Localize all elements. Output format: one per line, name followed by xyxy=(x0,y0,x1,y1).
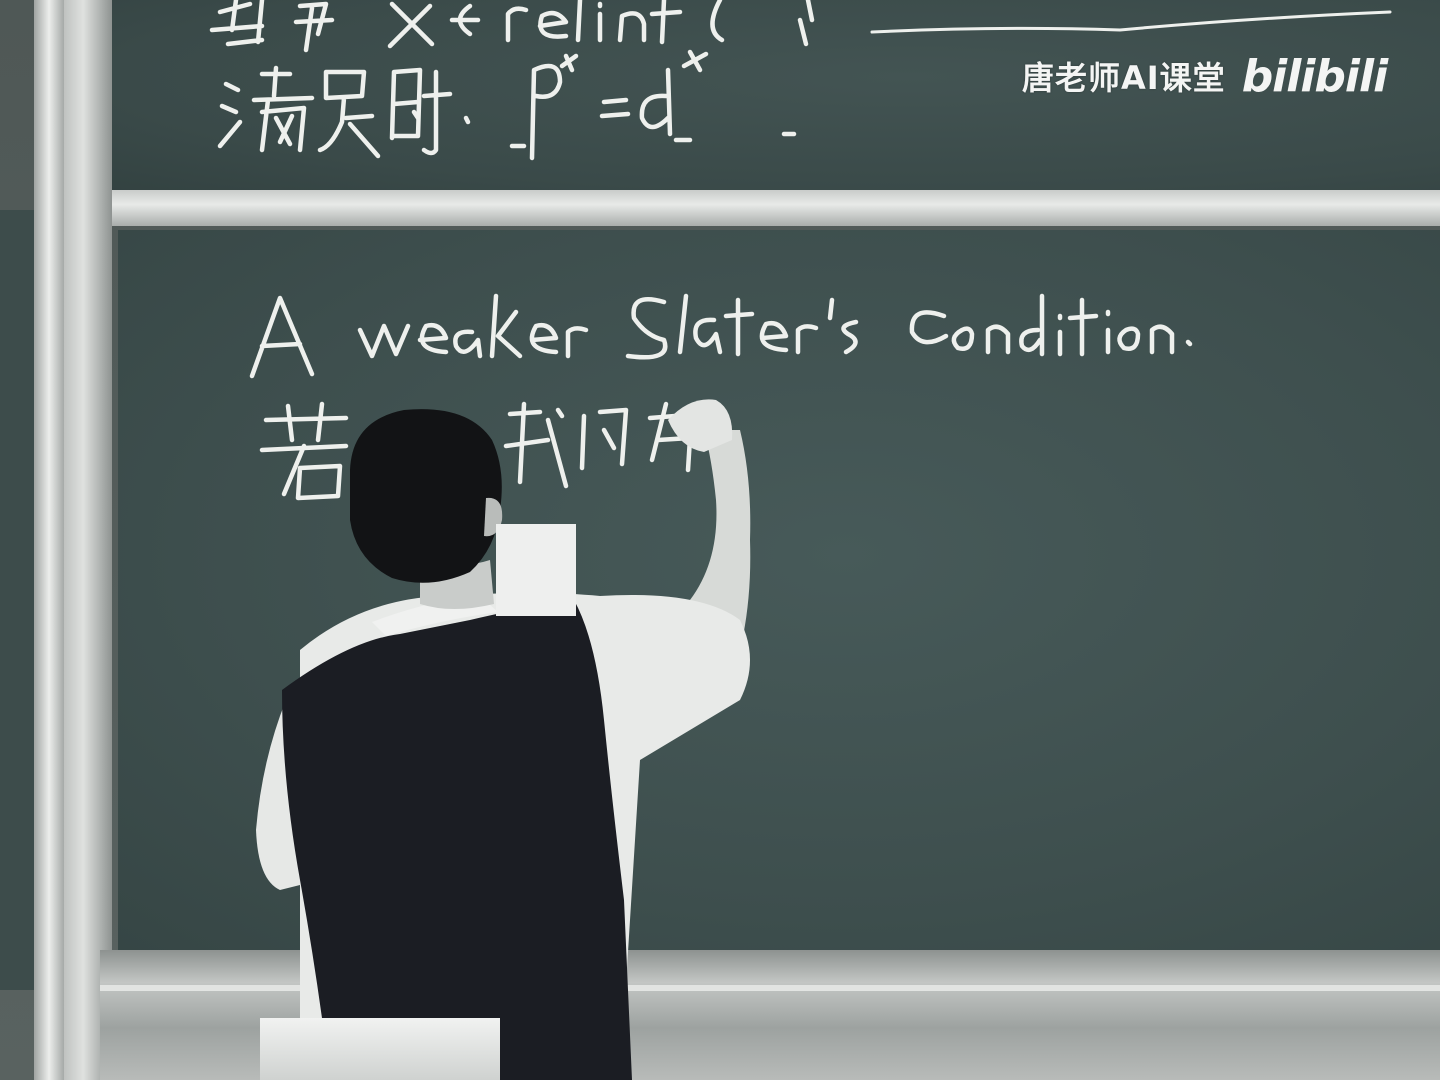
lecturer-head xyxy=(350,409,502,583)
paper-sheet-on-board xyxy=(496,524,576,616)
vertical-board-rail-inner xyxy=(64,0,112,1080)
bilibili-logo: bilibili xyxy=(1241,50,1388,102)
lecturer-vest xyxy=(282,600,632,1080)
horizontal-board-rail xyxy=(100,190,1440,226)
left-chalkboard-panel xyxy=(0,210,38,990)
vertical-board-rail-outer xyxy=(34,0,64,1080)
podium-desk xyxy=(260,1018,500,1080)
watermark-channel-name: 唐老师AI课堂 xyxy=(1022,59,1226,97)
lecturer-hand xyxy=(668,399,733,452)
chalk-tray-edge xyxy=(100,985,1440,991)
video-watermark: 唐老师AI课堂 bilibili xyxy=(1022,50,1412,102)
